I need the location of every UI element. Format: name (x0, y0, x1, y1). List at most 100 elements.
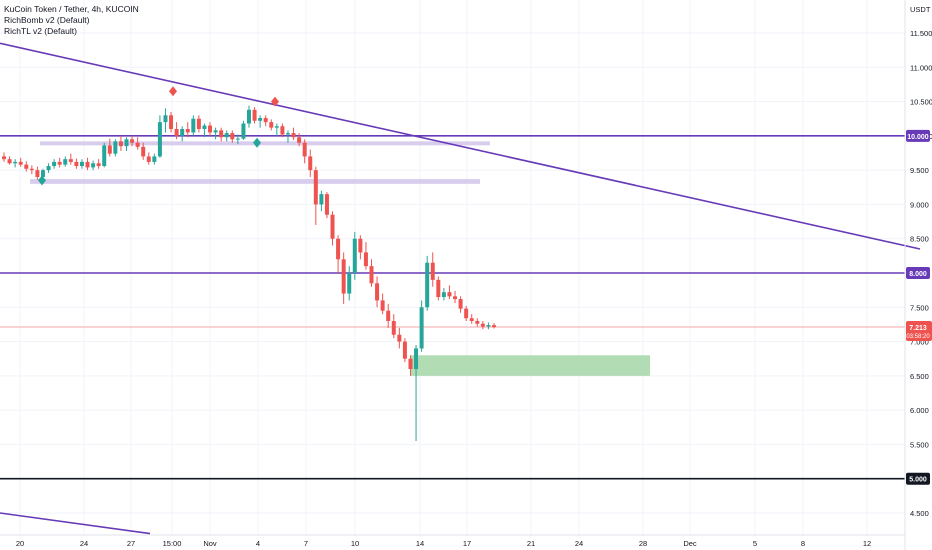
candle-11 (63, 159, 68, 165)
candle-74 (414, 348, 419, 369)
candle-20 (113, 141, 118, 154)
x-tick-15: 8 (801, 539, 805, 548)
y-tick-10.500: 10.500 (910, 98, 932, 107)
y-tick-5.500: 5.500 (910, 440, 929, 449)
candle-19 (107, 145, 112, 154)
candle-54 (302, 142, 307, 157)
candle-46 (258, 118, 263, 121)
candle-48 (269, 122, 274, 128)
candle-39 (219, 130, 224, 138)
candle-59 (330, 214, 335, 239)
level-tag-text-10.000: 10.000 (907, 134, 929, 141)
candle-49 (274, 126, 279, 128)
y-tick-4.500: 4.500 (910, 509, 929, 518)
y-tick-11.000: 11.000 (910, 63, 932, 72)
candle-5 (29, 168, 34, 171)
candle-3 (18, 161, 23, 165)
candle-38 (213, 130, 218, 133)
candle-18 (102, 145, 107, 167)
candle-62 (347, 273, 352, 294)
candle-53 (297, 137, 302, 143)
y-tick-9.500: 9.500 (910, 166, 929, 175)
candle-76 (425, 262, 430, 308)
candle-25 (141, 146, 146, 157)
price-tags: 10.000 8.000 5.000 7.213 03:58:20 (906, 129, 932, 485)
candle-57 (319, 194, 324, 205)
y-tick-6.500: 6.500 (910, 372, 929, 381)
candle-64 (358, 238, 363, 253)
candle-43 (241, 123, 246, 139)
signal-markers (38, 86, 279, 186)
indicator-richbomb[interactable]: RichBomb v2 (Default) (4, 15, 90, 25)
candle-32 (180, 129, 185, 136)
indicator-richtl[interactable]: RichTL v2 (Default) (4, 26, 77, 36)
candle-60 (336, 238, 341, 260)
zone-1 (30, 179, 480, 184)
candle-10 (57, 161, 62, 165)
candle-80 (447, 292, 452, 297)
candle-1 (7, 159, 12, 164)
zone-0 (40, 141, 490, 146)
candle-27 (152, 156, 157, 162)
axis-currency: USDT (910, 5, 931, 14)
legend: KuCoin Token / Tether, 4h, KUCOIN RichBo… (4, 4, 139, 37)
candle-67 (375, 283, 380, 301)
candle-21 (118, 141, 123, 147)
candle-84 (469, 318, 474, 321)
candle-28 (157, 122, 162, 157)
candle-69 (386, 310, 391, 321)
x-tick-2: 27 (127, 539, 135, 548)
candle-78 (436, 279, 441, 297)
candle-85 (475, 321, 480, 324)
candle-88 (492, 325, 496, 327)
candle-17 (96, 163, 101, 167)
x-tick-13: Dec (683, 539, 697, 548)
buy-marker-icon-2 (253, 137, 261, 148)
candle-0 (2, 156, 6, 160)
candle-44 (247, 109, 251, 124)
candle-56 (313, 170, 318, 205)
candle-63 (352, 238, 357, 273)
x-tick-9: 17 (463, 539, 471, 548)
candle-35 (196, 118, 201, 129)
candle-86 (480, 323, 485, 327)
candle-22 (124, 139, 129, 147)
x-tick-0: 20 (16, 539, 24, 548)
candle-29 (163, 115, 168, 123)
sell-marker-icon-0 (169, 86, 177, 97)
candle-34 (191, 118, 196, 133)
candle-26 (146, 156, 151, 162)
candle-75 (419, 307, 424, 349)
candle-71 (397, 334, 402, 342)
x-tick-8: 14 (416, 539, 424, 548)
last-price-value: 7.213 (909, 325, 927, 332)
candle-81 (453, 296, 458, 300)
level-tag-text-5.000: 5.000 (909, 477, 927, 484)
candles (2, 105, 496, 441)
candle-2 (13, 161, 18, 164)
y-tick-9.000: 9.000 (910, 200, 929, 209)
candle-73 (408, 358, 413, 369)
zone-2 (410, 355, 650, 376)
x-tick-11: 24 (575, 539, 583, 548)
candle-52 (291, 133, 296, 138)
candle-31 (174, 129, 179, 136)
candle-33 (185, 129, 190, 133)
trendline-1 (0, 512, 151, 535)
y-tick-7.500: 7.500 (910, 303, 929, 312)
candle-72 (402, 341, 407, 359)
candle-58 (324, 194, 329, 215)
time-axis[interactable]: 20 24 27 15:00 Nov 4 7 10 14 17 21 24 28 Dec 5 8 12 (0, 534, 905, 548)
candle-82 (458, 299, 463, 309)
symbol-title[interactable]: KuCoin Token / Tether, 4h, KUCOIN (4, 4, 139, 14)
level-tag-8.000 (906, 267, 930, 279)
y-tick-8.500: 8.500 (910, 235, 929, 244)
level-tag-text-8.000: 8.000 (909, 271, 927, 278)
candle-40 (224, 133, 229, 138)
x-tick-6: 7 (304, 539, 308, 548)
candle-30 (169, 115, 174, 129)
x-tick-1: 24 (80, 539, 88, 548)
zones (30, 141, 650, 376)
